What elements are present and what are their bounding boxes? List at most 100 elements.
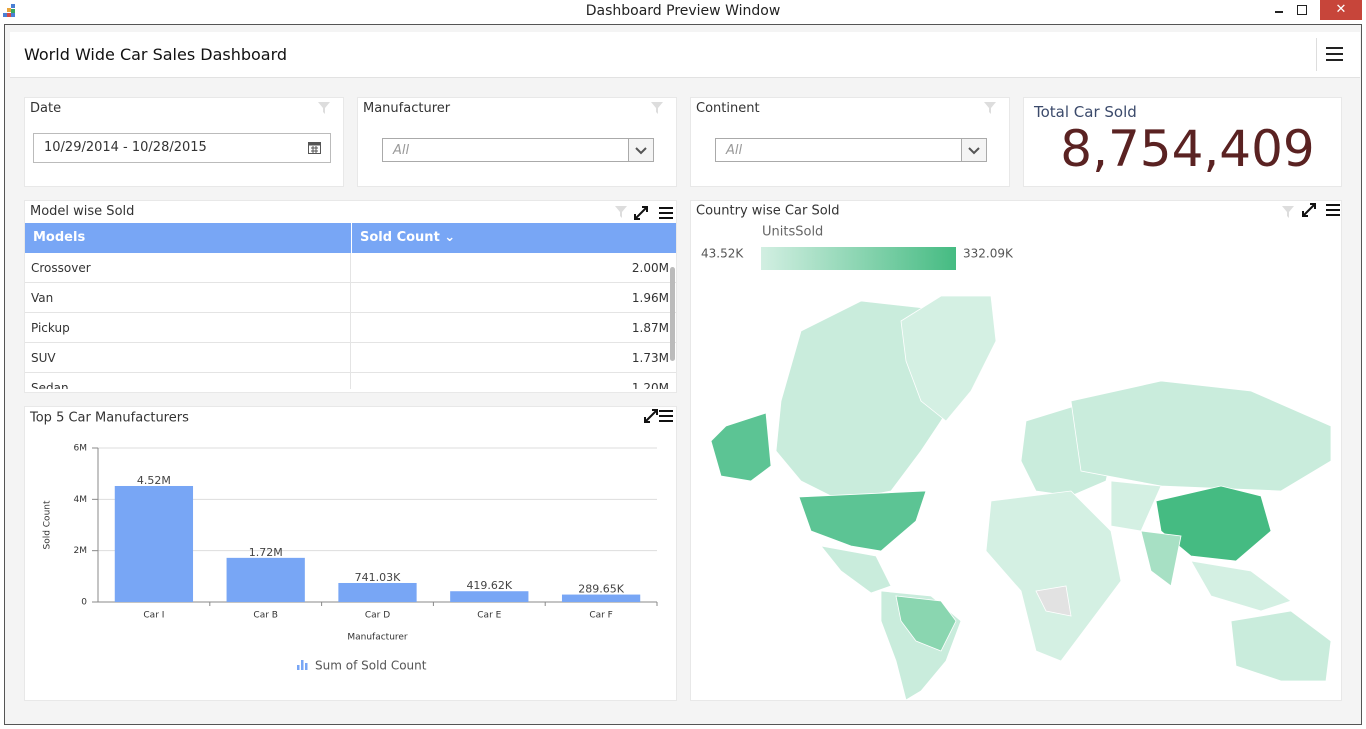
dropdown-placeholder: All bbox=[726, 143, 743, 158]
filter-icon[interactable] bbox=[318, 102, 330, 114]
legend-icon bbox=[305, 663, 308, 670]
bar bbox=[338, 582, 417, 602]
calendar-icon[interactable] bbox=[308, 141, 321, 154]
filter-label: Manufacturer bbox=[363, 101, 451, 116]
dropdown-placeholder: All bbox=[393, 143, 410, 158]
dashboard-header: World Wide Car Sales Dashboard bbox=[10, 32, 1360, 78]
column-header[interactable]: Sold Count ⌄ bbox=[351, 223, 676, 253]
y-tick-label: 4M bbox=[74, 495, 88, 505]
filter-icon[interactable] bbox=[615, 206, 627, 218]
sort-icon[interactable]: ⌄ bbox=[439, 230, 456, 245]
kpi-value: 8,754,409 bbox=[1060, 120, 1315, 178]
chart-title: Top 5 Car Manufacturers bbox=[29, 411, 189, 426]
legend-label[interactable]: Sum of Sold Count bbox=[315, 659, 427, 673]
model-cell: Van bbox=[25, 283, 351, 313]
filter-icon[interactable] bbox=[1282, 206, 1294, 218]
australia bbox=[1230, 610, 1332, 682]
countries bbox=[710, 295, 1332, 700]
sold-count-cell: 1.87M bbox=[631, 321, 669, 335]
table-row: Van 1.96M bbox=[25, 283, 676, 313]
india bbox=[1140, 530, 1182, 587]
x-tick-label: Car E bbox=[477, 611, 501, 621]
legend-title: UnitsSold bbox=[762, 225, 823, 240]
model-cell: Sedan bbox=[25, 373, 351, 389]
y-tick-label: 2M bbox=[74, 546, 88, 556]
title-bar: Dashboard Preview Window ✕ bbox=[0, 0, 1366, 23]
value-label: 4.52M bbox=[137, 474, 171, 487]
menu-button[interactable] bbox=[1326, 47, 1344, 63]
date-range-input[interactable]: 10/29/2014 - 10/28/2015 bbox=[33, 133, 331, 163]
no-data bbox=[1035, 585, 1072, 617]
value-label: 741.03K bbox=[355, 571, 401, 584]
usa bbox=[798, 490, 927, 552]
southeast-asia bbox=[1190, 560, 1292, 612]
scrollbar[interactable] bbox=[670, 267, 675, 361]
table-row: Pickup 1.87M bbox=[25, 313, 676, 343]
app-icon bbox=[3, 4, 15, 17]
value-label: 419.62K bbox=[466, 579, 512, 592]
filter-label: Date bbox=[30, 101, 62, 116]
column-header[interactable]: Models bbox=[33, 230, 86, 245]
bar-chart-panel: Top 5 Car Manufacturers 0 2M 4M 6M Sold Coun… bbox=[24, 406, 677, 701]
sold-count-cell: 1.20M bbox=[631, 381, 669, 389]
filter-icon[interactable] bbox=[651, 102, 663, 114]
sold-count-cell: 1.96M bbox=[631, 291, 669, 305]
middle-east bbox=[1110, 480, 1162, 532]
greenland bbox=[900, 295, 997, 422]
x-tick-label: Car B bbox=[253, 611, 278, 621]
mexico bbox=[820, 545, 892, 594]
table-header: Models Sold Count ⌄ bbox=[25, 223, 676, 253]
date-filter: Date 10/29/2014 - 10/28/2015 bbox=[24, 97, 344, 187]
x-tick-label: Car D bbox=[365, 611, 390, 621]
alaska bbox=[710, 412, 772, 482]
value-label: 1.72M bbox=[249, 546, 283, 559]
panel-toolbar bbox=[615, 206, 673, 220]
bar-chart: Top 5 Car Manufacturers 0 2M 4M 6M Sold Coun… bbox=[29, 409, 673, 673]
brazil bbox=[895, 595, 957, 652]
model-table-panel: Model wise Sold Models Sold Count ⌄ Crosso… bbox=[24, 200, 677, 393]
filter-label: Continent bbox=[696, 101, 760, 116]
russia bbox=[1070, 380, 1332, 492]
continent-filter: Continent All bbox=[690, 97, 1010, 187]
model-cell: SUV bbox=[25, 343, 351, 373]
manufacturer-dropdown[interactable]: All bbox=[382, 138, 654, 162]
world-map: Country wise Car Sold UnitsSold 43.52K 3… bbox=[696, 203, 1340, 700]
expand-icon[interactable] bbox=[1302, 203, 1316, 217]
expand-icon[interactable] bbox=[634, 206, 648, 220]
legend-min: 43.52K bbox=[701, 247, 744, 261]
panel-title: Model wise Sold bbox=[30, 204, 135, 219]
date-range: 10/29/2014 - 10/28/2015 bbox=[44, 140, 207, 155]
panel-title: Country wise Car Sold bbox=[696, 204, 840, 219]
kpi-card: Total Car Sold 8,754,409 bbox=[1023, 97, 1342, 187]
table-row: Crossover 2.00M bbox=[25, 253, 676, 283]
y-axis-label: Sold Count bbox=[43, 500, 53, 549]
expand-icon[interactable] bbox=[644, 409, 658, 423]
close-button[interactable]: ✕ bbox=[1320, 0, 1362, 20]
table-row: SUV 1.73M bbox=[25, 343, 676, 373]
bar bbox=[226, 557, 305, 602]
menu-icon[interactable] bbox=[659, 410, 673, 422]
filter-icon[interactable] bbox=[984, 102, 996, 114]
model-cell: Crossover bbox=[25, 253, 351, 283]
legend-gradient bbox=[761, 247, 956, 270]
value-label: 289.65K bbox=[578, 583, 624, 596]
menu-icon[interactable] bbox=[659, 207, 673, 219]
x-tick-label: Car F bbox=[589, 611, 613, 621]
map-panel: Country wise Car Sold UnitsSold 43.52K 3… bbox=[690, 200, 1342, 701]
sold-count-cell: 2.00M bbox=[631, 261, 669, 275]
dashboard-title: World Wide Car Sales Dashboard bbox=[24, 45, 288, 64]
continent-dropdown[interactable]: All bbox=[715, 138, 987, 162]
legend-icon bbox=[301, 660, 304, 670]
restore-button[interactable] bbox=[1297, 5, 1307, 15]
manufacturer-filter: Manufacturer All bbox=[357, 97, 677, 187]
minimize-button[interactable] bbox=[1270, 0, 1290, 20]
x-tick-label: Car I bbox=[143, 611, 164, 621]
menu-icon[interactable] bbox=[1326, 204, 1340, 216]
bar bbox=[114, 485, 194, 602]
sold-count-cell: 1.73M bbox=[631, 351, 669, 365]
y-tick-label: 0 bbox=[81, 598, 87, 608]
legend-max: 332.09K bbox=[963, 247, 1014, 261]
kpi-label: Total Car Sold bbox=[1034, 103, 1137, 121]
africa bbox=[985, 490, 1122, 662]
